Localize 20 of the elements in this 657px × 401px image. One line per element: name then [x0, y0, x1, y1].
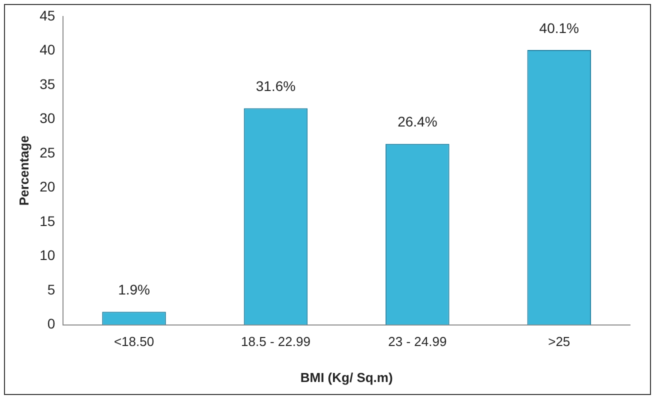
y-tick-label: 15	[40, 212, 56, 229]
data-label: 40.1%	[539, 20, 579, 36]
data-label: 31.6%	[256, 78, 296, 94]
x-tick-label: <18.50	[114, 334, 154, 350]
y-tick-label: 5	[47, 281, 56, 298]
y-tick-label: 10	[40, 247, 56, 264]
data-label: 26.4%	[398, 114, 438, 130]
y-axis-title: Percentage	[16, 136, 32, 206]
y-tick-label: 40	[40, 42, 56, 58]
x-tick-label: 23 - 24.99	[388, 334, 447, 350]
x-tick-label: >25	[548, 334, 570, 350]
y-tick-label: 25	[40, 144, 56, 160]
y-tick-label: 35	[40, 76, 56, 92]
y-tick-label: 20	[40, 178, 56, 195]
x-tick-label: 18.5 - 22.99	[241, 334, 310, 350]
y-tick-label: 45	[40, 7, 56, 24]
x-axis-title: BMI (Kg/ Sq.m)	[300, 370, 393, 385]
data-label: 1.9%	[118, 282, 150, 298]
y-tick-label: 0	[47, 316, 56, 332]
y-tick-label: 30	[40, 110, 56, 126]
